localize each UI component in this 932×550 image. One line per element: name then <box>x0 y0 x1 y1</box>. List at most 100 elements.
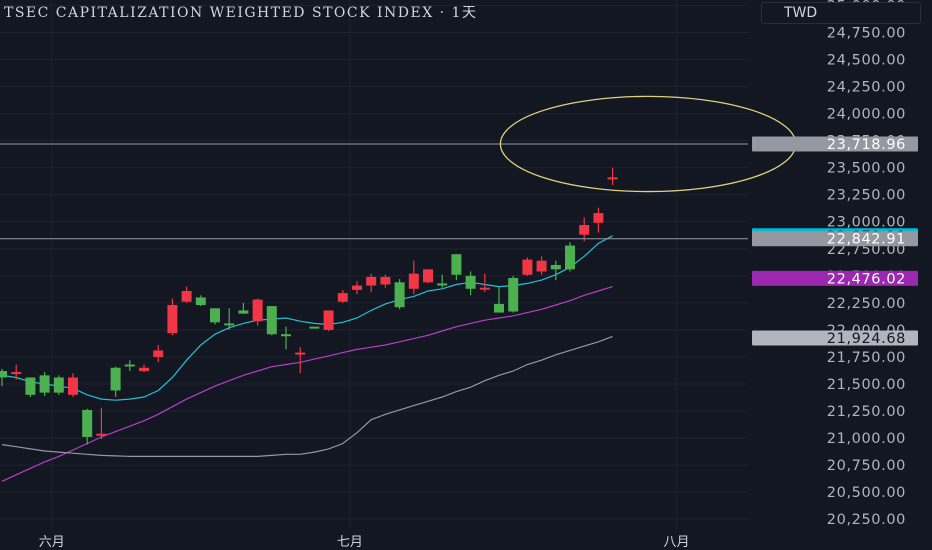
candle <box>593 207 604 233</box>
candle <box>181 286 192 303</box>
candle-body <box>536 260 547 272</box>
ma-long-line <box>1 335 613 457</box>
currency-label: TWD <box>784 5 818 21</box>
candle <box>408 260 419 295</box>
candle <box>82 408 93 445</box>
candle <box>494 286 504 313</box>
candle-body <box>593 213 604 223</box>
candle-body <box>167 305 178 334</box>
candle-body <box>494 303 504 313</box>
candle-body <box>337 293 348 302</box>
candle <box>295 347 306 374</box>
candle-body <box>437 283 448 286</box>
y-tick-label: 23,500.00 <box>827 161 906 177</box>
candle-body <box>39 375 50 393</box>
price-label-bg <box>752 270 918 286</box>
candle <box>479 273 490 293</box>
candle <box>380 274 391 288</box>
candle <box>25 377 36 397</box>
candle <box>337 289 348 303</box>
candle <box>366 273 377 293</box>
y-tick-label: 21,750.00 <box>827 350 906 366</box>
candle <box>536 256 547 275</box>
candle-body <box>550 265 561 270</box>
candle <box>110 366 121 397</box>
y-tick-label: 22,250.00 <box>827 296 906 312</box>
candle-body <box>124 364 135 367</box>
price-label-text: 23,718.96 <box>827 137 906 153</box>
candle <box>437 274 448 288</box>
candle <box>167 298 178 336</box>
candle <box>96 407 107 440</box>
price-label: 23,718.96 <box>752 136 918 153</box>
candle-body <box>25 377 36 395</box>
y-tick-label: 23,000.00 <box>827 215 906 231</box>
candle <box>323 310 334 331</box>
price-label: 22,842.91 <box>752 231 918 248</box>
ma-mid-line <box>1 286 613 482</box>
candle <box>394 279 405 310</box>
candle <box>352 281 362 295</box>
candle-body <box>181 290 192 302</box>
candle-body <box>565 245 575 270</box>
candle-body <box>394 282 405 308</box>
candle-body <box>266 306 277 335</box>
candle-body <box>295 352 306 355</box>
candle-body <box>352 285 362 290</box>
candle-body <box>224 323 235 326</box>
price-label-text: 22,842.91 <box>827 232 906 248</box>
candle <box>550 260 561 281</box>
ma-short-line <box>1 235 613 401</box>
candle-body <box>309 326 320 329</box>
currency-selector[interactable]: TWD <box>761 2 921 24</box>
candle-body <box>210 308 220 323</box>
candle-body <box>479 287 490 290</box>
candle <box>53 375 64 395</box>
candle-body <box>522 259 533 275</box>
y-tick-label: 20,750.00 <box>827 458 906 474</box>
candle-body <box>465 275 476 289</box>
candle-body <box>0 371 7 378</box>
candle-body <box>607 177 618 180</box>
candle <box>423 269 433 284</box>
candle <box>607 167 618 185</box>
candle <box>11 364 22 380</box>
candle-body <box>579 224 590 235</box>
y-tick-label: 24,250.00 <box>827 80 906 96</box>
candle <box>579 217 590 242</box>
candle <box>522 257 533 276</box>
candle-body <box>53 377 64 393</box>
y-tick-label: 24,500.00 <box>827 52 906 68</box>
price-label: 22,476.02 <box>752 270 918 287</box>
price-label: 21,924.68 <box>752 330 918 347</box>
candle-body <box>195 297 206 306</box>
x-tick-label: 六月 <box>39 535 65 550</box>
y-tick-label: 24,750.00 <box>827 25 906 41</box>
candle <box>281 326 291 350</box>
candle-body <box>68 377 78 395</box>
candle-body <box>252 299 263 322</box>
candle <box>210 308 220 325</box>
candle-body <box>139 367 149 371</box>
candle-body <box>96 433 107 436</box>
candle-body <box>11 372 22 375</box>
candle <box>153 345 164 363</box>
candle <box>508 275 519 313</box>
candle-body <box>110 367 121 391</box>
price-label-bg <box>752 136 918 152</box>
candle-body <box>82 409 93 437</box>
candle <box>238 302 249 314</box>
price-label-text: 22,476.02 <box>827 271 906 287</box>
candle-body <box>281 334 291 337</box>
candle <box>309 326 320 329</box>
candle <box>68 373 78 397</box>
candle <box>124 360 135 371</box>
candle-body <box>366 276 377 286</box>
x-tick-label: 七月 <box>337 535 363 550</box>
candle <box>224 308 235 330</box>
candle-body <box>423 269 433 283</box>
y-tick-label: 20,500.00 <box>827 485 906 501</box>
price-label-text: 21,924.68 <box>827 331 906 347</box>
